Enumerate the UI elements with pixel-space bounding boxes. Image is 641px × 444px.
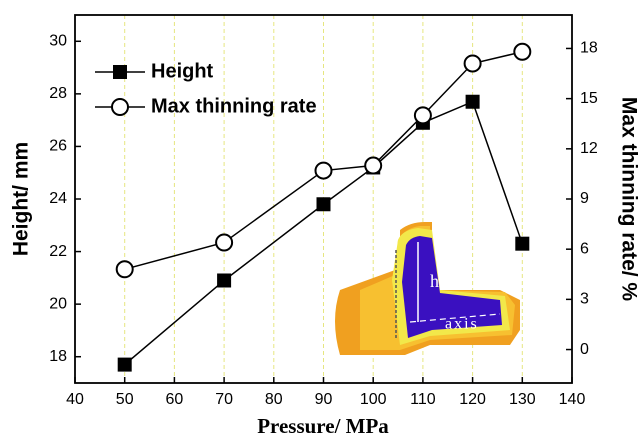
legend-marker	[112, 99, 128, 115]
marker	[317, 197, 331, 211]
y-axis-title: Height/ mm	[10, 142, 33, 256]
legend-marker	[113, 65, 127, 79]
x-tick-label: 40	[66, 391, 84, 408]
x-tick-label: 140	[559, 391, 586, 408]
y-tick-label: 26	[49, 138, 67, 155]
marker	[118, 358, 132, 372]
x-tick-label: 80	[265, 391, 283, 408]
inset-label: axis	[445, 316, 479, 333]
chart: h axis Pressure/ MPa Height/ mm Max thin…	[0, 0, 641, 444]
x-tick-label: 90	[315, 391, 333, 408]
x-tick-label: 70	[215, 391, 233, 408]
y-tick-label: 24	[49, 190, 67, 207]
y2-tick-label: 6	[580, 240, 589, 257]
inset-label: h	[430, 271, 439, 291]
inset-image	[335, 222, 520, 355]
x-tick-label: 100	[360, 391, 387, 408]
marker	[415, 107, 431, 123]
marker	[465, 56, 481, 72]
x-tick-label: 60	[166, 391, 184, 408]
series-line	[125, 52, 523, 269]
y-tick-label: 30	[49, 33, 67, 50]
marker	[466, 95, 480, 109]
y2-tick-label: 15	[580, 90, 598, 107]
y-tick-label: 28	[49, 85, 67, 102]
y-tick-label: 22	[49, 243, 67, 260]
y2-tick-label: 3	[580, 291, 589, 308]
marker	[117, 261, 133, 277]
marker	[217, 273, 231, 287]
marker	[365, 158, 381, 174]
legend-label: Height	[151, 60, 214, 82]
y2-axis-title: Max thinning rate/ %	[617, 97, 640, 302]
y2-tick-label: 18	[580, 40, 598, 57]
y2-tick-label: 0	[580, 341, 589, 358]
y2-tick-label: 9	[580, 190, 589, 207]
x-axis-title: Pressure/ MPa	[257, 414, 389, 438]
marker	[515, 237, 529, 251]
y-tick-label: 18	[49, 348, 67, 365]
y2-tick-label: 12	[580, 140, 598, 157]
x-tick-label: 130	[509, 391, 536, 408]
x-tick-label: 120	[459, 391, 486, 408]
x-tick-label: 50	[116, 391, 134, 408]
x-tick-label: 110	[410, 391, 436, 408]
marker	[216, 234, 232, 250]
marker	[514, 44, 530, 60]
y-tick-label: 20	[49, 295, 67, 312]
legend-label: Max thinning rate	[151, 95, 317, 117]
marker	[316, 163, 332, 179]
